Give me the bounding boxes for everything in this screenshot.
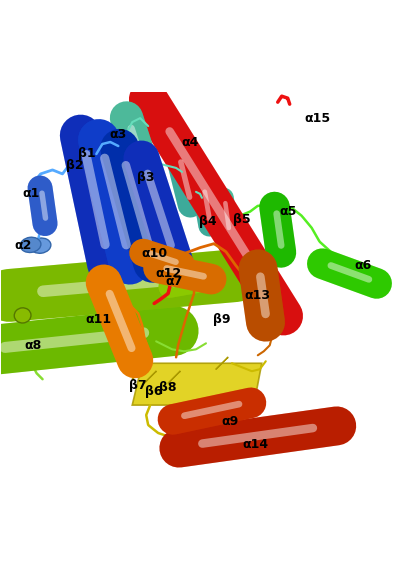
Text: β8: β8 xyxy=(159,381,177,395)
Ellipse shape xyxy=(20,237,41,252)
Text: β9: β9 xyxy=(213,313,231,326)
Text: α1: α1 xyxy=(22,187,39,201)
Text: α5: α5 xyxy=(279,205,296,218)
Text: β4: β4 xyxy=(199,215,217,228)
Text: α9: α9 xyxy=(221,415,238,427)
Text: β7: β7 xyxy=(130,379,147,392)
Text: α10: α10 xyxy=(141,247,167,260)
Text: β6: β6 xyxy=(146,385,163,398)
Text: β1: β1 xyxy=(78,147,95,160)
Text: α8: α8 xyxy=(24,339,41,352)
Text: α4: α4 xyxy=(181,135,199,149)
Text: β3: β3 xyxy=(138,171,155,184)
Text: α13: α13 xyxy=(245,289,271,302)
Text: α2: α2 xyxy=(14,239,31,252)
Text: α7: α7 xyxy=(166,275,183,288)
Text: α3: α3 xyxy=(110,128,127,141)
Text: α12: α12 xyxy=(155,267,181,280)
Text: α6: α6 xyxy=(355,259,372,272)
Text: α15: α15 xyxy=(304,111,331,125)
Text: β5: β5 xyxy=(233,213,251,226)
Text: α14: α14 xyxy=(243,438,269,451)
Ellipse shape xyxy=(14,308,31,323)
Text: β2: β2 xyxy=(66,159,83,173)
Text: α11: α11 xyxy=(85,313,112,326)
Polygon shape xyxy=(132,363,262,405)
Ellipse shape xyxy=(30,238,51,253)
